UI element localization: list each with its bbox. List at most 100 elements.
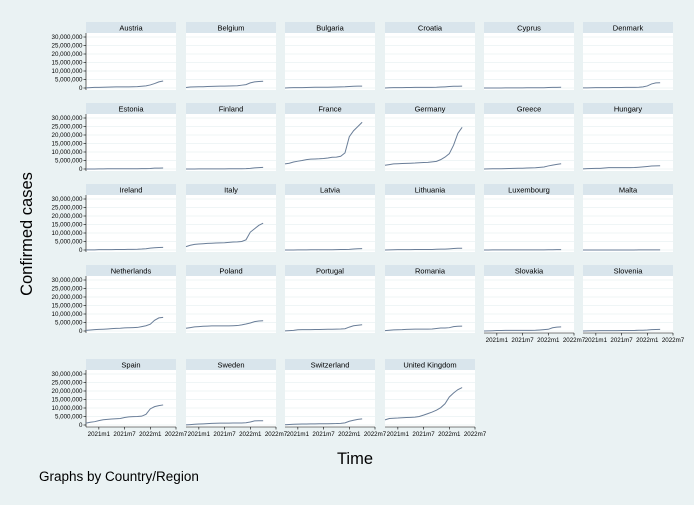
panel-title: Bulgaria: [316, 23, 344, 32]
plot-area: [285, 114, 375, 171]
x-tick-label: 2022m7: [165, 431, 188, 438]
series-line: [85, 316, 164, 331]
panel-title: Finland: [219, 104, 244, 113]
panels-layer: Austria05,000,00010,000,00015,000,00020,…: [52, 22, 685, 438]
y-tick-label: 30,000,000: [52, 277, 84, 284]
panel-title: Malta: [619, 185, 638, 194]
panel-denmark: Denmark: [582, 22, 673, 90]
y-tick-label: 5,000,000: [55, 239, 83, 246]
series-line: [284, 85, 363, 89]
series-line: [384, 325, 463, 332]
x-tick-label: 2022m1: [239, 431, 262, 438]
x-tick-label: 2021m7: [610, 337, 633, 344]
y-tick-label: 20,000,000: [52, 294, 84, 301]
panel-finland: Finland: [185, 103, 276, 171]
y-tick-label: 5,000,000: [55, 77, 83, 84]
panel-slovakia: Slovakia 2021m1 2021m7 2022m1 2022m7: [483, 265, 586, 344]
panel-header: [186, 359, 276, 370]
y-tick-label: 0: [79, 166, 83, 173]
x-tick-label: 2021m1: [287, 431, 310, 438]
x-tick-label: 2022m7: [662, 337, 685, 344]
plot-area: [86, 276, 176, 333]
x-tick-label: 2021m7: [213, 431, 236, 438]
panel-header: [285, 184, 375, 195]
plot-area: [186, 276, 276, 333]
plot-area: [583, 33, 673, 90]
series-line: [483, 326, 562, 332]
panel-germany: Germany: [384, 103, 475, 171]
x-tick-label: 2021m1: [585, 337, 608, 344]
y-tick-label: 20,000,000: [52, 51, 84, 58]
x-tick-label: 2021m1: [88, 431, 111, 438]
series-line: [284, 418, 363, 426]
panel-title: Hungary: [614, 104, 643, 113]
y-tick-label: 10,000,000: [52, 230, 84, 237]
plot-area: [583, 195, 673, 252]
y-tick-label: 10,000,000: [52, 311, 84, 318]
plot-area: [86, 370, 176, 427]
plot-area: [285, 276, 375, 333]
x-tick-label: 2021m1: [188, 431, 211, 438]
panel-header: [86, 184, 176, 195]
panel-header: [86, 265, 176, 276]
panel-title: Italy: [224, 185, 238, 194]
panel-title: Portugal: [316, 266, 344, 275]
y-tick-label: 30,000,000: [52, 34, 84, 41]
x-axis-label: Time: [337, 450, 373, 468]
plot-area: [86, 33, 176, 90]
y-tick-label: 25,000,000: [52, 43, 84, 50]
y-tick-label: 25,000,000: [52, 124, 84, 131]
plot-area: [583, 276, 673, 333]
panel-header: [385, 22, 475, 33]
y-tick-label: 0: [79, 85, 83, 92]
panel-title: Ireland: [120, 185, 143, 194]
series-line: [384, 127, 463, 166]
panel-italy: Italy: [185, 184, 276, 252]
panel-header: [484, 184, 574, 195]
panel-header: [285, 103, 375, 114]
y-tick-label: 10,000,000: [52, 405, 84, 412]
series-line: [85, 167, 164, 170]
panel-header: [385, 265, 475, 276]
y-tick-label: 30,000,000: [52, 371, 84, 378]
panel-header: [385, 184, 475, 195]
panel-header: [86, 359, 176, 370]
panel-title: Germany: [415, 104, 446, 113]
y-tick-label: 5,000,000: [55, 414, 83, 421]
x-tick-label: 2022m1: [438, 431, 461, 438]
series-line: [483, 163, 562, 170]
panel-croatia: Croatia: [384, 22, 475, 90]
x-tick-label: 2022m1: [537, 337, 560, 344]
series-line: [85, 246, 164, 251]
y-axis-label: Confirmed cases: [18, 172, 36, 296]
panel-title: Lithuania: [415, 185, 446, 194]
panel-title: Estonia: [118, 104, 144, 113]
plot-area: [186, 114, 276, 171]
x-tick-label: 2021m7: [511, 337, 534, 344]
panel-title: Greece: [517, 104, 542, 113]
panel-title: Netherlands: [111, 266, 152, 275]
panel-switzerland: Switzerland 2021m1 2021m7 2022m1 2022m7: [284, 359, 387, 438]
plot-area: [385, 114, 475, 171]
y-tick-label: 30,000,000: [52, 196, 84, 203]
panel-bulgaria: Bulgaria: [284, 22, 375, 90]
panel-header: [583, 22, 673, 33]
series-line: [85, 404, 164, 424]
panel-header: [484, 103, 574, 114]
y-tick-label: 0: [79, 328, 83, 335]
panel-title: Austria: [119, 23, 143, 32]
panel-header: [285, 265, 375, 276]
y-tick-label: 15,000,000: [52, 222, 84, 229]
x-tick-label: 2022m1: [636, 337, 659, 344]
panel-title: Romania: [415, 266, 446, 275]
x-tick-label: 2021m7: [113, 431, 136, 438]
y-tick-label: 15,000,000: [52, 60, 84, 67]
panel-sweden: Sweden 2021m1 2021m7 2022m1 2022m7: [185, 359, 288, 438]
y-tick-label: 20,000,000: [52, 388, 84, 395]
plot-area: [285, 195, 375, 252]
plot-area: [484, 114, 574, 171]
panel-malta: Malta: [582, 184, 673, 252]
